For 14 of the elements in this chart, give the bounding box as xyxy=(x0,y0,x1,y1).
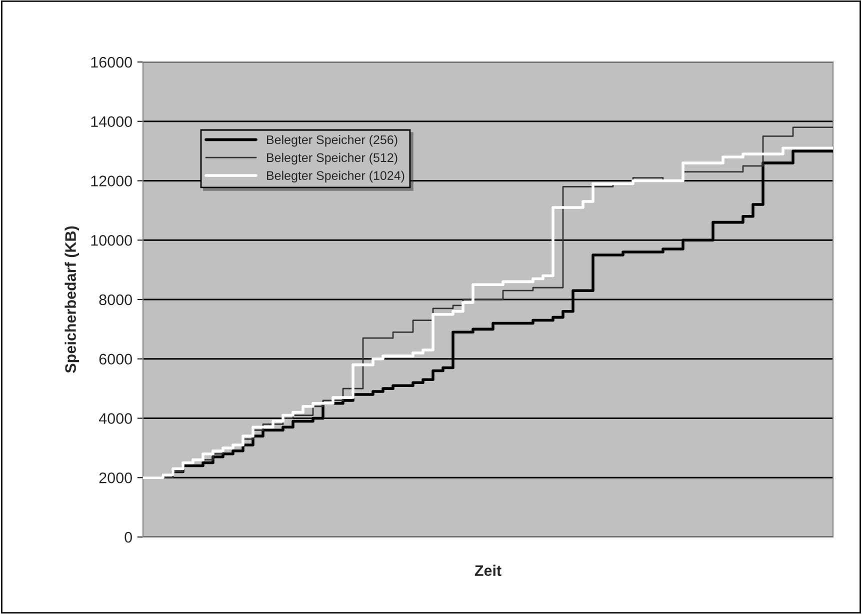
y-tick-label: 12000 xyxy=(91,176,132,186)
y-tick-label: 4000 xyxy=(98,413,132,424)
y-tick-label: 2000 xyxy=(99,472,132,484)
y-tick-label: 16000 xyxy=(91,56,132,68)
y-tick-label: 6000 xyxy=(99,354,132,365)
legend-label: Belegter Speicher (1024) xyxy=(267,170,404,182)
y-axis-title: Speicherbedarf (KB) xyxy=(64,226,79,373)
y-tick-label: 8000 xyxy=(99,294,132,306)
x-axis-title: Zeit xyxy=(474,564,502,576)
y-tick-label: 0 xyxy=(124,532,132,543)
y-tick-label: 10000 xyxy=(91,234,132,246)
legend-label: Belegter Speicher (512) xyxy=(267,152,398,165)
legend-label: Belegter Speicher (256) xyxy=(267,135,398,147)
y-tick-label: 14000 xyxy=(91,116,132,128)
